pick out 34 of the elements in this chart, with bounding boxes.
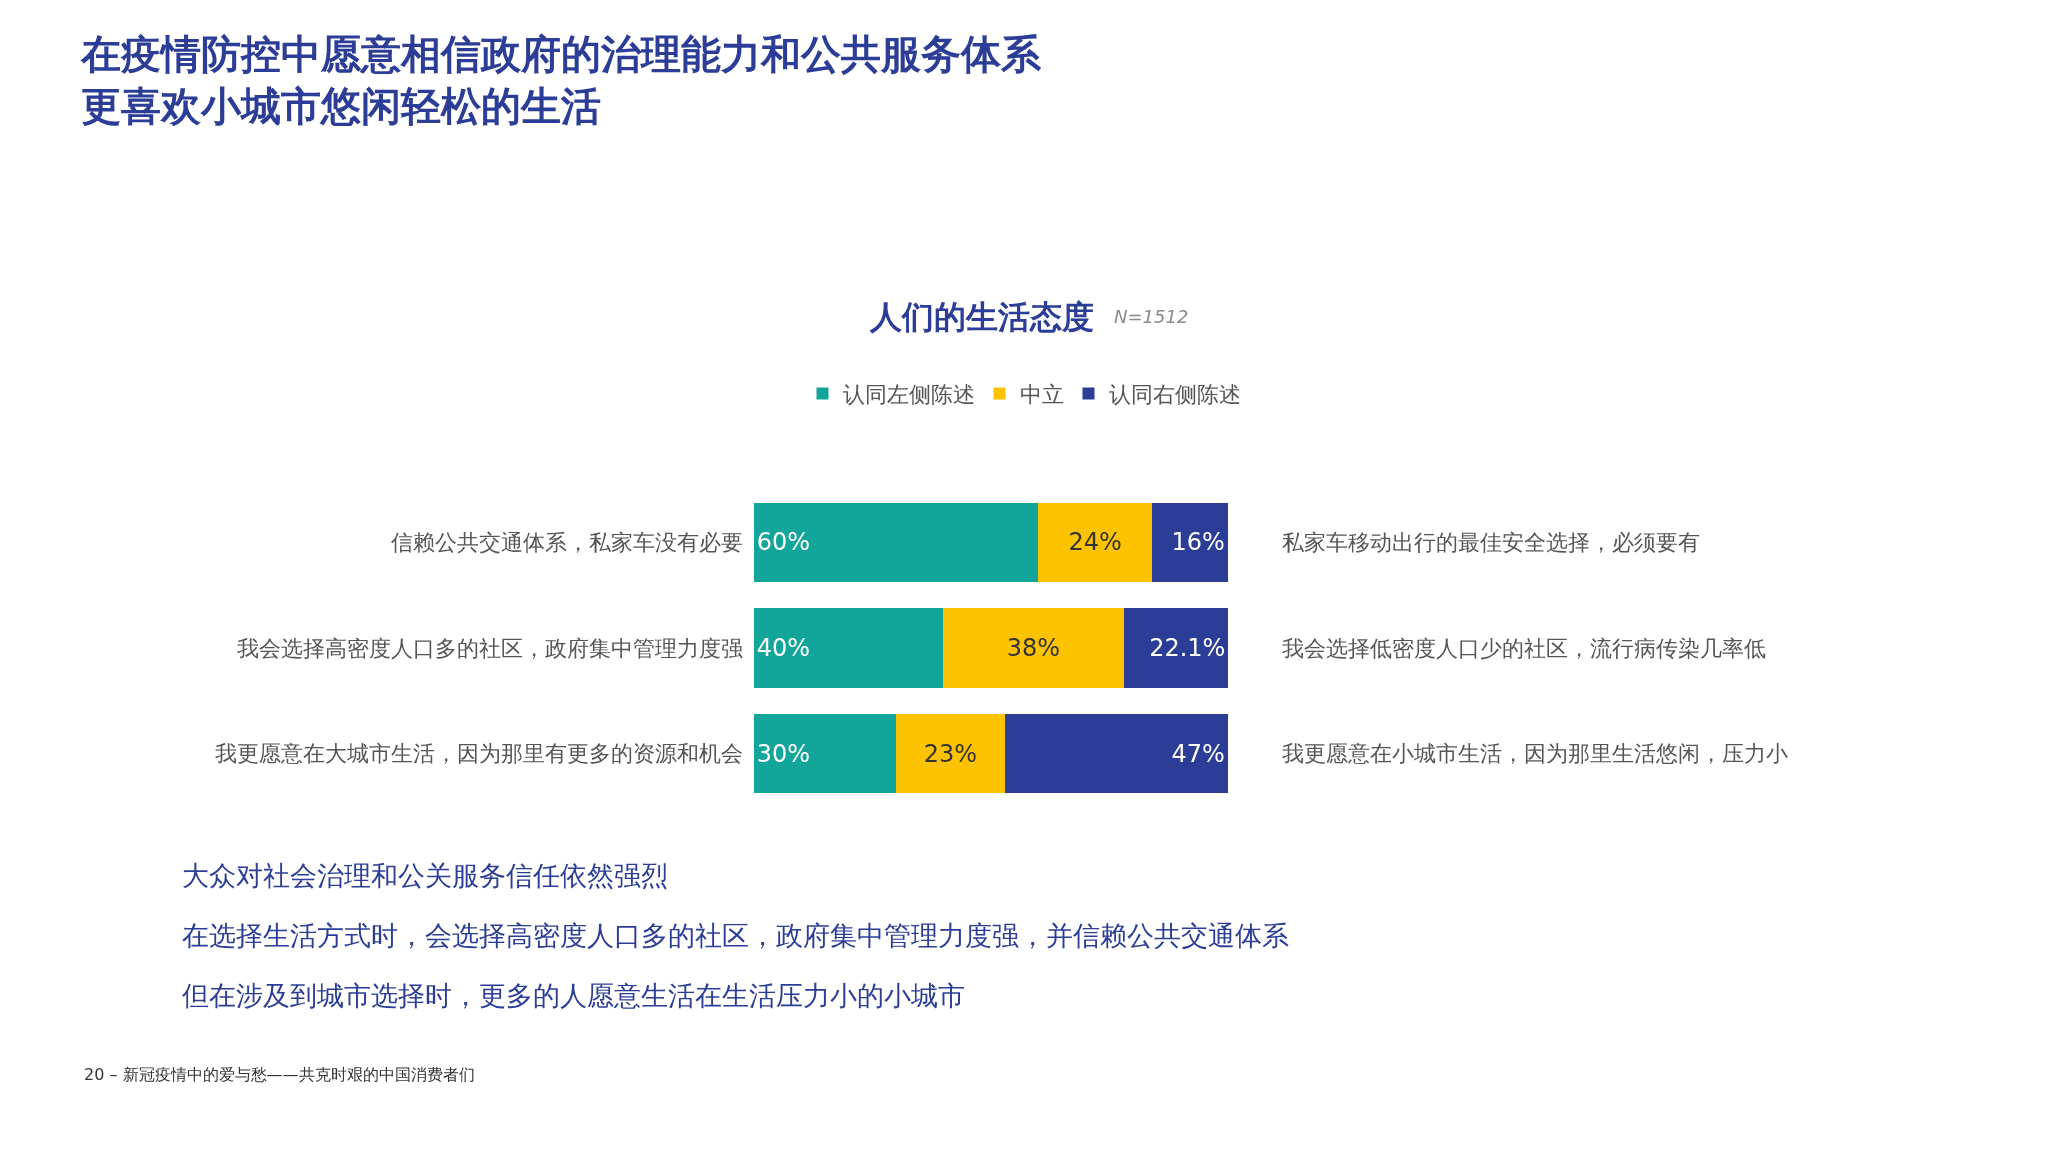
- text: 我更愿意在小城市生活，因为那里生活悠闲，压力小: [1282, 741, 1788, 766]
- data-label: 47%: [1171, 739, 1225, 768]
- bar: [943, 608, 1124, 688]
- chart-subtitle: 人们的生活态度: [869, 298, 1094, 336]
- text: 我会选择低密度人口少的社区，流行病传染几率低: [1282, 636, 1766, 661]
- chart-title: 在疫情防控中愿意相信政府的治理能力和公共服务体系更喜欢小城市悠闲轻松的生活: [80, 31, 1042, 129]
- bar: [1038, 502, 1153, 582]
- y-tick-label: 我会选择高密度人口多的社区，政府集中管理力度强: [236, 635, 743, 661]
- bar: [753, 502, 1039, 582]
- text: 但在涉及到城市选择时，更多的人愿意生活在生活压力小的小城市: [182, 980, 965, 1011]
- legend-label: 中立: [1019, 382, 1064, 408]
- data-label: 24%: [1068, 528, 1122, 557]
- legend-label: 认同左侧陈述: [842, 382, 975, 408]
- text: 20 – 新冠疫情中的爱与愁——共克时艰的中国消费者们: [84, 1065, 475, 1084]
- text: N=1512: [1114, 306, 1189, 327]
- legend-label: 认同右侧陈述: [1108, 382, 1241, 408]
- bar: [895, 714, 1006, 794]
- data-label: 60%: [756, 528, 811, 557]
- text: 大众对社会治理和公关服务信任依然强烈: [182, 860, 668, 891]
- text: 私家车移动出行的最佳安全选择，必须要有: [1282, 530, 1700, 555]
- y-tick-label: 我更愿意在大城市生活，因为那里有更多的资源和机会: [214, 741, 743, 767]
- bar: [1005, 714, 1228, 794]
- bar: [1152, 502, 1228, 582]
- y-tick-label: 信赖公共交通体系，私家车没有必要: [390, 530, 743, 556]
- data-label: 30%: [756, 739, 811, 768]
- text: 在选择生活方式时，会选择高密度人口多的社区，政府集中管理力度强，并信赖公共交通体系: [182, 920, 1289, 951]
- data-label: 22.1%: [1149, 634, 1226, 662]
- data-label: 38%: [1006, 634, 1061, 662]
- bar: [753, 714, 896, 794]
- bar: [1123, 608, 1229, 688]
- data-label: 23%: [923, 739, 978, 768]
- data-label: 40%: [756, 634, 811, 662]
- bar: [753, 608, 944, 688]
- data-label: 16%: [1171, 528, 1225, 557]
